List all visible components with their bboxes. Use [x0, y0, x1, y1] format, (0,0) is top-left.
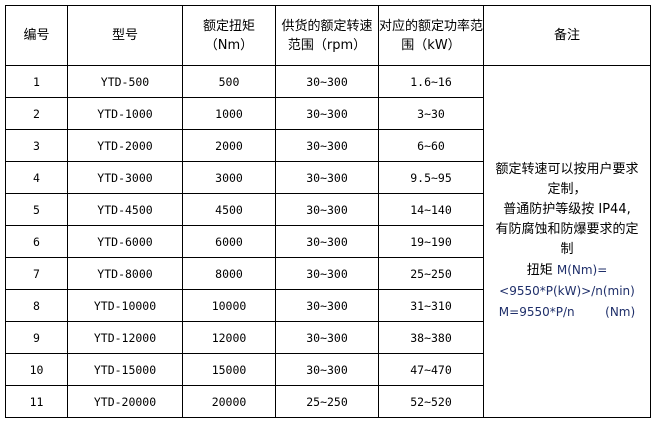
table-cell: 3~30: [378, 97, 484, 130]
formula: M=9550*P/n (Nm): [498, 305, 636, 319]
table-row: 4 YTD-3000 3000 30~300 9.5~95: [5, 161, 651, 194]
table-cell: 31~310: [378, 289, 484, 322]
table-cell: 30~300: [275, 97, 379, 130]
table-cell: 7: [5, 257, 68, 290]
table-cell: YTD-6000: [67, 225, 183, 258]
remarks-cell: 额定转速可以按用户要求定制， 普通防护等级按 IP44, 有防腐蚀和防爆要求的定制扭…: [483, 65, 651, 418]
table-cell: 10: [5, 353, 68, 386]
table-cell: 38~380: [378, 321, 484, 354]
table-cell: YTD-10000: [67, 289, 183, 322]
table-cell: 30~300: [275, 161, 379, 194]
table-row: 11 YTD-20000 20000 25~250 52~520: [5, 385, 651, 418]
table-cell: 2000: [182, 129, 276, 162]
table-cell: YTD-4500: [67, 193, 183, 226]
torque-label: 扭矩: [526, 263, 553, 278]
table-cell: 15000: [182, 353, 276, 386]
table-cell: 6000: [182, 225, 276, 258]
table-cell: 30~300: [275, 65, 379, 98]
table-cell: 500: [182, 65, 276, 98]
table-cell: 8000: [182, 257, 276, 290]
table-cell: 10000: [182, 289, 276, 322]
table-cell: 11: [5, 385, 68, 418]
formula: M(Nm)=: [556, 263, 608, 277]
table-cell: YTD-8000: [67, 257, 183, 290]
column-header: 编号: [5, 5, 68, 66]
column-header: 额定扭矩（Nm）: [182, 5, 276, 66]
table-cell: 5: [5, 193, 68, 226]
table-cell: 4: [5, 161, 68, 194]
note-line: 有防腐蚀和防爆要求的定制: [495, 222, 639, 257]
table-cell: 6: [5, 225, 68, 258]
table-cell: 14~140: [378, 193, 484, 226]
table-cell: YTD-1000: [67, 97, 183, 130]
note-line: 普通防护等级按 IP44,: [503, 202, 631, 217]
table-cell: 47~470: [378, 353, 484, 386]
table-row: 9 YTD-12000 12000 30~300 38~380: [5, 321, 651, 354]
table-row: 2 YTD-1000 1000 30~300 3~30: [5, 97, 651, 130]
table-row: 6 YTD-6000 6000 30~300 19~190: [5, 225, 651, 258]
table-row: 1 YTD-500 500 30~300 1.6~16 额定转速可以按用户要求定制， 普通防…: [5, 65, 651, 418]
table-cell: 19~190: [378, 225, 484, 258]
column-header: 备注: [483, 5, 651, 66]
table-cell: 25~250: [378, 257, 484, 290]
table-cell: 30~300: [275, 225, 379, 258]
table-cell: 9.5~95: [378, 161, 484, 194]
table-cell: 30~300: [275, 353, 379, 386]
table-row: 7 YTD-8000 8000 30~300 25~250: [5, 257, 651, 290]
table-cell: 1: [5, 65, 68, 98]
table-cell: 1000: [182, 97, 276, 130]
column-header: 型号: [67, 5, 183, 66]
table-cell: 12000: [182, 321, 276, 354]
table-cell: 30~300: [275, 289, 379, 322]
column-header: 对应的额定功率范围（kW）: [378, 5, 484, 66]
table-cell: 20000: [182, 385, 276, 418]
table-cell: 9: [5, 321, 68, 354]
header-row: 编号 型号 额定扭矩（Nm） 供货的额定转速范围（rpm） 对应的额定功率范围（kW）备…: [5, 5, 651, 66]
column-header: 供货的额定转速范围（rpm）: [275, 5, 379, 66]
table-cell: 52~520: [378, 385, 484, 418]
table-cell: 30~300: [275, 321, 379, 354]
table-cell: 30~300: [275, 129, 379, 162]
table-row: 3 YTD-2000 2000 30~300 6~60: [5, 129, 651, 162]
formula: <9550*P(kW)>/n(min): [499, 284, 635, 298]
table-cell: 3: [5, 129, 68, 162]
table-cell: 3000: [182, 161, 276, 194]
table-cell: 8: [5, 289, 68, 322]
table-cell: YTD-15000: [67, 353, 183, 386]
table-cell: YTD-2000: [67, 129, 183, 162]
table-cell: YTD-20000: [67, 385, 183, 418]
spec-table: 编号 型号 额定扭矩（Nm） 供货的额定转速范围（rpm） 对应的额定功率范围（kW）备…: [5, 5, 651, 418]
table-row: 5 YTD-4500 4500 30~300 14~140: [5, 193, 651, 226]
note-line: 额定转速可以按用户要求定制，: [495, 162, 639, 197]
table-cell: YTD-12000: [67, 321, 183, 354]
table-cell: 2: [5, 97, 68, 130]
table-cell: 6~60: [378, 129, 484, 162]
table-cell: 1.6~16: [378, 65, 484, 98]
table-cell: YTD-500: [67, 65, 183, 98]
table-cell: 4500: [182, 193, 276, 226]
table-cell: 30~300: [275, 257, 379, 290]
table-cell: 30~300: [275, 193, 379, 226]
table-cell: YTD-3000: [67, 161, 183, 194]
table-cell: 25~250: [275, 385, 379, 418]
